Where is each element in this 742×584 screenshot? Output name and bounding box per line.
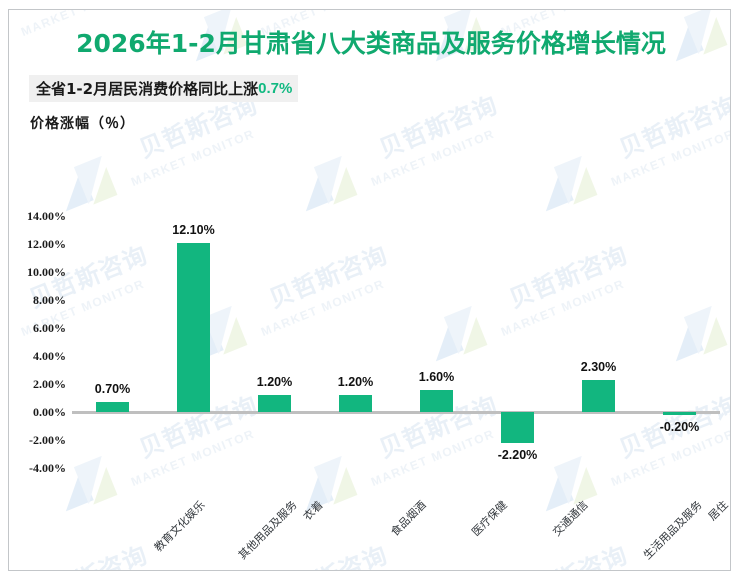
bar[interactable] xyxy=(501,412,534,443)
x-axis-tick-label: 其他用品及服务 xyxy=(235,498,300,563)
bar-value-label: -2.20% xyxy=(497,447,538,462)
x-axis-tick-label: 生活用品及服务 xyxy=(640,498,705,563)
bar-value-label: 0.70% xyxy=(94,382,131,397)
y-axis-tick-label: 2.00% xyxy=(33,377,66,391)
bar[interactable] xyxy=(177,242,210,412)
bar-value-label: -0.20% xyxy=(659,419,700,434)
subtitle-highlight-value: 0.7% xyxy=(258,80,293,97)
bar-value-label: 12.10% xyxy=(172,222,215,237)
bar[interactable] xyxy=(663,412,696,415)
y-axis-tick-label: 4.00% xyxy=(33,349,66,363)
bar[interactable] xyxy=(420,389,453,412)
x-axis-tick-label: 医疗保健 xyxy=(468,498,510,539)
x-axis-tick-label: 居住 xyxy=(705,498,731,524)
y-axis-tick-label: 14.00% xyxy=(27,209,66,223)
x-axis-tick-label: 交通通信 xyxy=(549,498,591,539)
bar-value-label: 1.20% xyxy=(256,375,293,390)
bar-value-label: 1.20% xyxy=(337,375,374,390)
bar-value-label: 2.30% xyxy=(580,359,617,374)
x-axis-tick-label: 教育文化娱乐 xyxy=(151,498,208,555)
y-axis-unit-label: 价格涨幅（％） xyxy=(30,116,135,132)
subtitle-text: 全省1-2月居民消费价格同比上涨 xyxy=(36,80,259,98)
x-axis-tick-label: 食品烟酒 xyxy=(387,498,429,539)
zero-baseline xyxy=(72,411,720,414)
y-axis-tick-label: -2.00% xyxy=(29,433,66,447)
y-axis-tick-label: 6.00% xyxy=(33,321,66,335)
bar[interactable] xyxy=(258,395,291,412)
y-axis-tick-label: 8.00% xyxy=(33,293,66,307)
subtitle-banner: 全省1-2月居民消费价格同比上涨 0.7% xyxy=(29,75,299,102)
x-axis-tick-label: 衣着 xyxy=(300,498,326,524)
page-title: 2026年1-2月甘肃省八大类商品及服务价格增长情况 xyxy=(76,29,666,58)
bar[interactable] xyxy=(96,402,129,412)
y-axis-tick-label: 0.00% xyxy=(33,405,66,419)
bar[interactable] xyxy=(582,379,615,412)
bar[interactable] xyxy=(339,395,372,412)
y-axis-tick-label: 12.00% xyxy=(27,237,66,251)
y-axis-tick-label: -4.00% xyxy=(29,461,66,475)
y-axis-tick-label: 10.00% xyxy=(27,265,66,279)
bar-value-label: 1.60% xyxy=(418,369,455,384)
